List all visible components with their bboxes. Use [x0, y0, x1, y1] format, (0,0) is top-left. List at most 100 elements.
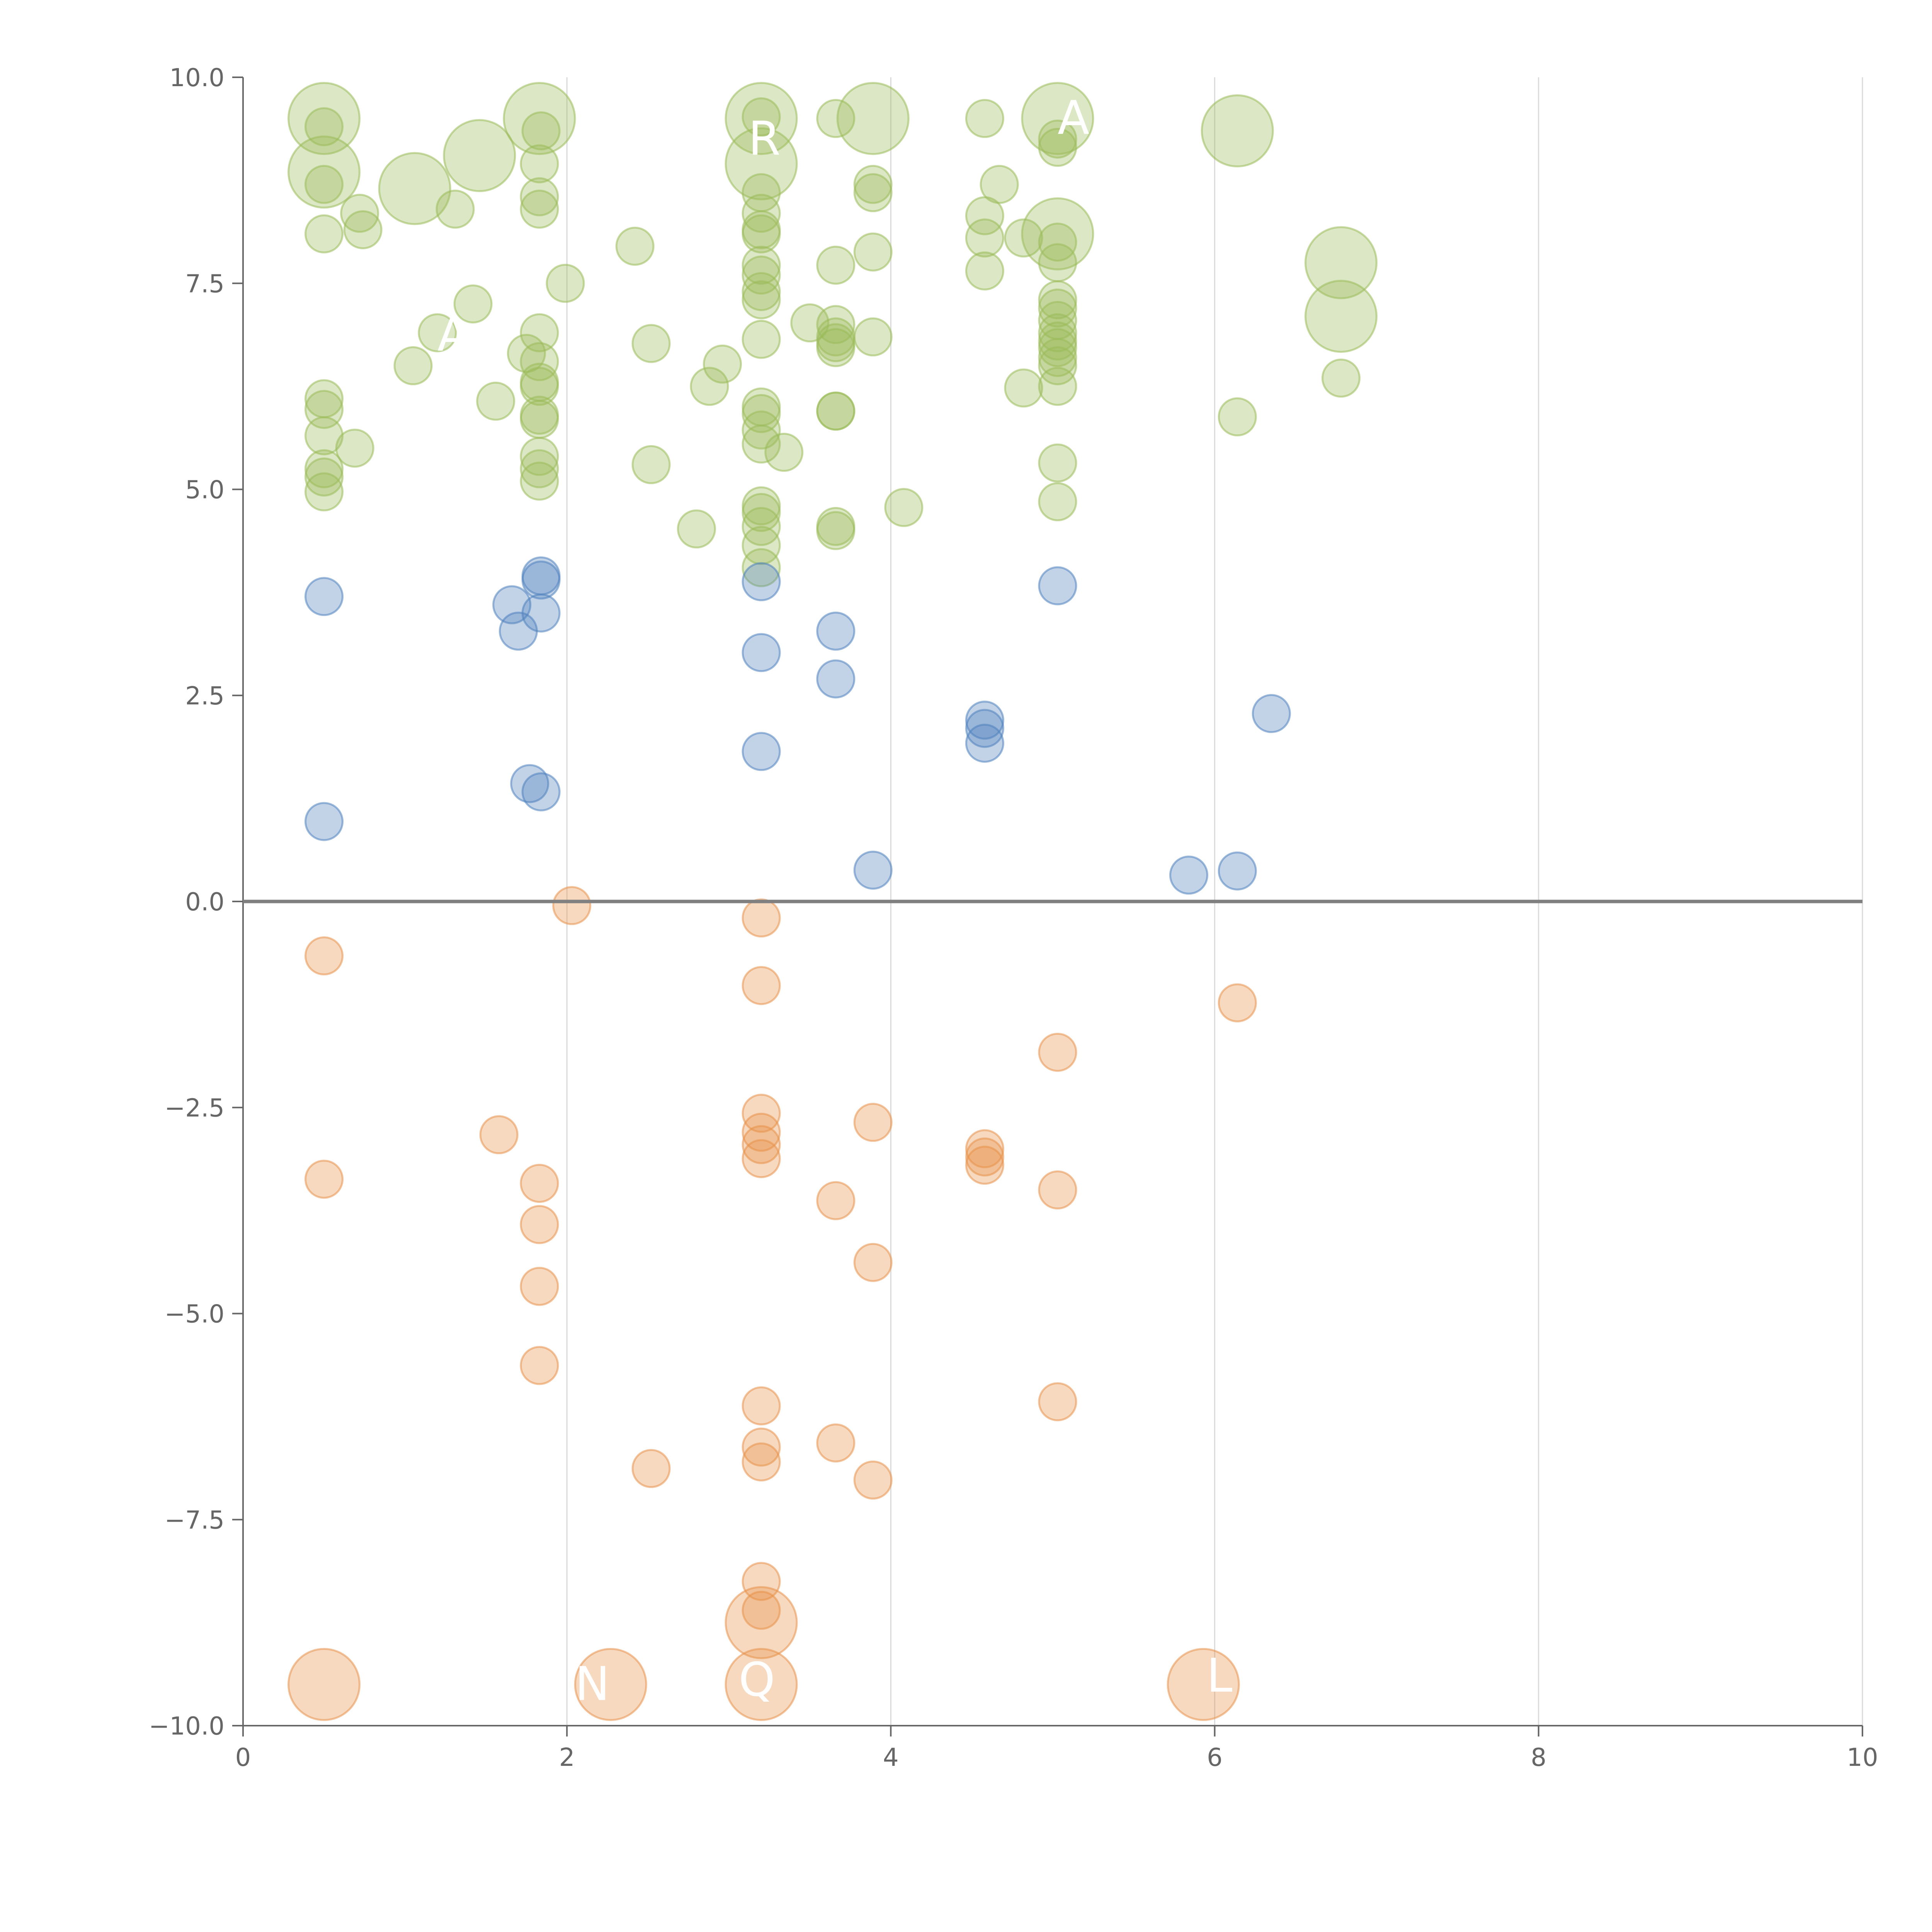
- bubble-orange: [965, 1129, 1004, 1168]
- bubble-orange: [304, 936, 344, 976]
- bubble-green: [1201, 94, 1274, 168]
- bubble-green: [615, 226, 655, 266]
- bubble-blue: [965, 723, 1004, 763]
- bubble-orange: [816, 1181, 855, 1220]
- bubble-orange: [853, 1103, 893, 1142]
- bubble-green: [304, 449, 344, 488]
- bubble-green: [520, 449, 559, 488]
- bubble-orange: [742, 1139, 781, 1178]
- y-axis-ticks: −10.0 −7.5 −5.0 −2.5 0.0 2.5 5.0 7.5 10.0: [149, 64, 243, 1741]
- bubble-green: [378, 152, 451, 225]
- bubble-green: [304, 416, 344, 456]
- bubble-green: [520, 367, 559, 406]
- bubble-green: [965, 251, 1004, 291]
- bubble-orange: [631, 1449, 671, 1488]
- bubble-green: [521, 111, 561, 151]
- bubble-orange: [742, 898, 781, 938]
- bubble-green: [764, 433, 804, 472]
- y-tick-label: 5.0: [185, 476, 224, 505]
- x-tick-label: 4: [883, 1743, 899, 1772]
- bubble-green: [520, 177, 559, 216]
- bubble-orange: [1038, 1032, 1077, 1072]
- bubble-green: [287, 82, 361, 155]
- bubble-green: [884, 488, 923, 527]
- bubble-orange: [965, 1146, 1004, 1185]
- bubble-green: [546, 264, 585, 303]
- bubble-blue: [816, 611, 855, 651]
- bubble-green: [435, 189, 475, 229]
- bubble-orange: [1038, 1170, 1077, 1210]
- x-tick-label: 0: [235, 1743, 251, 1772]
- y-tick-label: −10.0: [149, 1712, 224, 1741]
- bubble-blue: [1252, 694, 1291, 733]
- bubble-green: [816, 328, 855, 367]
- x-tick-label: 10: [1847, 1743, 1878, 1772]
- bubble-green: [1038, 443, 1077, 483]
- bubble-orange: [1218, 983, 1257, 1022]
- bubble-green: [343, 210, 383, 250]
- bubble-blue: [742, 562, 781, 601]
- bubble-label: L: [1207, 1649, 1233, 1703]
- bubble-orange: [742, 1590, 781, 1630]
- bubble-green: [1004, 368, 1043, 408]
- bubble-label: A: [1058, 92, 1089, 145]
- bubble-green: [703, 344, 742, 384]
- bubble-orange: [304, 1160, 344, 1199]
- bubble-green: [1304, 280, 1378, 353]
- bubble-green: [965, 99, 1004, 138]
- bubble-green: [1038, 243, 1077, 282]
- bubble-green: [335, 429, 374, 468]
- bubble-orange: [574, 1648, 647, 1721]
- bubble-orange: [853, 1243, 893, 1282]
- bubble-green: [965, 218, 1004, 258]
- bubble-blue: [816, 659, 855, 699]
- bubble-green: [980, 165, 1019, 204]
- x-tick-label: 8: [1531, 1743, 1546, 1772]
- x-tick-label: 2: [559, 1743, 575, 1772]
- bubble-green: [304, 165, 344, 204]
- bubble-green: [690, 367, 729, 406]
- x-tick-label: 6: [1207, 1743, 1223, 1772]
- bubble-blue: [304, 802, 344, 841]
- bubble-green: [476, 381, 515, 421]
- bubble-green: [742, 194, 781, 233]
- bubble-orange: [520, 1267, 559, 1306]
- bubble-green: [520, 313, 559, 352]
- bubble-green: [520, 461, 559, 501]
- bubble-green: [742, 320, 781, 359]
- bubble-orange: [742, 1386, 781, 1425]
- bubble-orange: [853, 1460, 893, 1500]
- bubble-green: [1038, 338, 1077, 377]
- bubble-orange: [287, 1648, 361, 1721]
- bubble-green: [520, 144, 559, 184]
- bubble-blue: [965, 701, 1004, 740]
- bubble-blue: [521, 772, 561, 811]
- bubble-green: [304, 457, 344, 497]
- bubble-green: [304, 472, 344, 512]
- y-tick-label: −2.5: [165, 1094, 224, 1122]
- y-tick-label: 7.5: [185, 270, 224, 298]
- bubble-blue: [492, 585, 532, 624]
- bubble-label: Q: [738, 1653, 775, 1707]
- bubble-green: [742, 493, 781, 532]
- bubble-labels: A R A N Q L: [437, 92, 1233, 1711]
- bubble-green: [853, 317, 893, 357]
- bubble-green: [631, 324, 671, 363]
- bubble-orange: [520, 1346, 559, 1385]
- bubble-green: [816, 99, 855, 138]
- bubble-green: [1004, 218, 1043, 258]
- bubble-green: [816, 245, 855, 285]
- x-axis-ticks: 0 2 4 6 8 10: [235, 1726, 1878, 1772]
- bubble-green: [1038, 280, 1077, 320]
- bubble-green: [853, 165, 893, 204]
- bubble-green: [631, 445, 671, 485]
- bubble-orange: [724, 1648, 798, 1721]
- bubble-green: [816, 511, 855, 550]
- bubble-orange: [742, 1125, 781, 1164]
- bubble-green: [836, 82, 910, 155]
- bubble-green: [742, 272, 781, 311]
- bubble-orange: [742, 1442, 781, 1481]
- bubble-green: [1218, 397, 1257, 437]
- bubble-orange: [520, 1205, 559, 1244]
